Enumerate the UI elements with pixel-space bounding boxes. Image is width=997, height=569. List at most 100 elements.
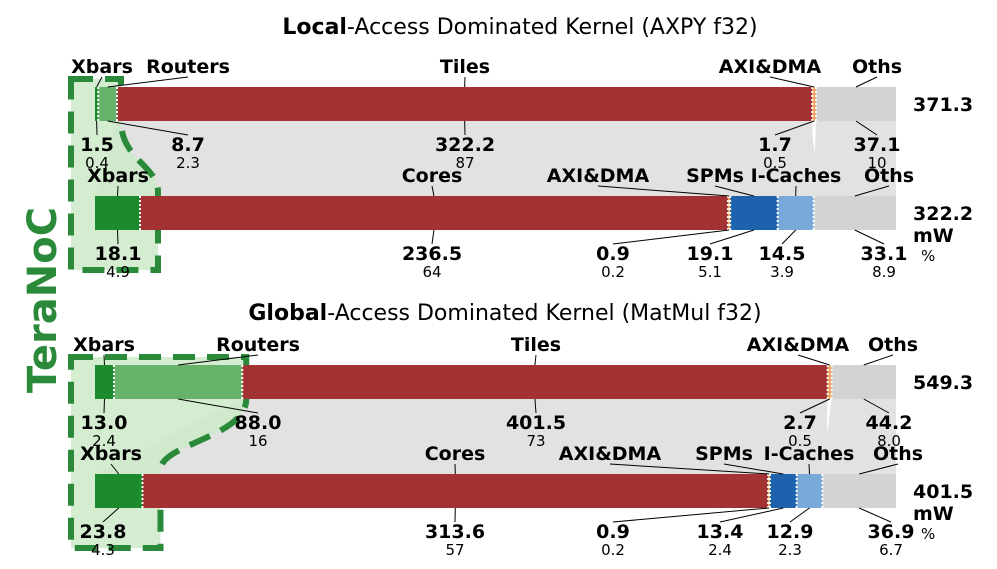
percent-label: 0.4 [85,154,109,172]
label-leader [116,185,119,197]
value-leader [178,398,259,414]
label-leader [178,354,259,366]
category-label: Xbars [87,165,149,187]
label-leader [797,354,830,366]
label-leader [597,185,730,197]
label-leader [107,76,189,88]
value-leader [116,229,119,245]
category-label: Oths [873,443,923,465]
category-label: Xbars [73,334,135,356]
value-leader [612,507,770,523]
value-leader [719,507,784,523]
value-leader [612,229,730,245]
percent-label: 3.9 [770,263,794,281]
percent-label: 0.2 [601,541,625,559]
category-label: I-Caches [764,443,855,465]
bar-segment-oths-2 [813,196,896,230]
percent-label: 0.5 [788,432,812,450]
category-label: Cores [402,165,463,187]
category-label: Cores [425,443,486,465]
value-leader [858,507,892,523]
unit-mw-4: mW [913,503,954,525]
chart-title-local: Local-Access Dominated Kernel (AXPY f32) [282,15,757,40]
value-leader [789,507,810,523]
value-label: 13.0 [81,412,128,434]
category-label: AXI&DMA [747,334,850,356]
percent-label: 5.1 [698,263,722,281]
percent-label: 2.3 [778,541,802,559]
percent-label: 57 [445,541,464,559]
percent-label: 73 [526,432,545,450]
value-label: 37.1 [854,134,901,156]
value-label: 236.5 [402,243,462,265]
percent-label: 0.5 [763,154,787,172]
value-label: 33.1 [861,243,908,265]
label-leader [808,463,811,475]
value-label: 401.5 [506,412,566,434]
value-leader [774,120,815,136]
percent-label: 4.3 [91,541,115,559]
category-label: AXI&DMA [719,56,822,78]
category-label: I-Caches [751,165,842,187]
oths-band-global [822,399,896,474]
value-label: 14.5 [759,243,806,265]
value-label: 88.0 [235,412,282,434]
value-leader [709,229,755,245]
percent-label: 2.4 [708,541,732,559]
label-leader [534,354,537,366]
category-label: Tiles [440,56,490,78]
bar-segment-cores-4 [142,474,769,508]
percent-label: 2.4 [92,432,116,450]
value-label: 13.4 [697,521,744,543]
unit-mw-2: mW [913,225,954,247]
value-label: 313.6 [425,521,485,543]
category-label: SPMs [686,165,744,187]
bar-segment-routers-3 [113,365,243,399]
chart-title-global: Global-Access Dominated Kernel (MatMul f… [248,301,761,326]
percent-label: 64 [422,263,441,281]
label-leader [855,76,878,88]
value-label: 8.7 [171,134,205,156]
percent-label: 6.7 [879,541,903,559]
bar-segment-icaches-2 [777,196,814,230]
value-label: 23.8 [80,521,127,543]
value-label: 0.9 [596,521,630,543]
value-leader [799,398,830,414]
bar-segment-routers-1 [98,87,118,121]
bar-segment-icaches-4 [796,474,823,508]
percent-label: 0.2 [601,263,625,281]
value-label: 1.5 [80,134,114,156]
total-value-1: 371.3 [913,94,973,116]
unit-pct-2: % [921,247,935,265]
breakdown-band-global [95,399,896,474]
breakdown-band-local [95,121,896,196]
bar-segment-tiles-1 [117,87,813,121]
bar-segment-spms-2 [730,196,778,230]
category-label: AXI&DMA [559,443,662,465]
bar-segment-tiles-3 [242,365,828,399]
category-label: Oths [864,165,914,187]
bar-segment-axidma-3 [827,365,832,399]
label-leader [714,185,755,197]
percent-label: 87 [455,154,474,172]
percent-label: 8.9 [872,263,896,281]
percent-label: 2.3 [176,154,200,172]
teranoc-label: TeraNoC [20,207,66,393]
value-label: 44.2 [866,412,913,434]
bar-segment-oths-1 [815,87,896,121]
bar-segment-xbars-1 [95,87,99,121]
label-leader [110,463,120,475]
value-leader [534,398,537,414]
value-label: 12.9 [767,521,814,543]
category-label: Routers [216,334,300,356]
value-leader [855,120,878,136]
bar-segment-oths-4 [822,474,896,508]
bar-segment-axidma-2 [727,196,731,230]
category-label: Xbars [80,443,142,465]
bar-segment-xbars-4 [95,474,143,508]
total-value-2: 322.2 [913,203,973,225]
value-leader [854,229,885,245]
value-label: 1.7 [758,134,792,156]
bar-segment-xbars-3 [95,365,114,399]
